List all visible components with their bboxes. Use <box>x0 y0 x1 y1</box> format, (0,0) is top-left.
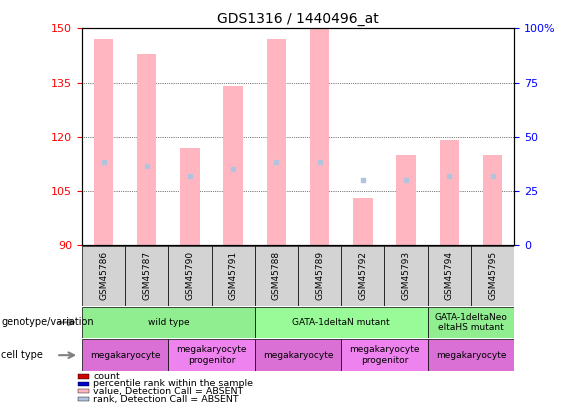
Bar <box>267 39 286 245</box>
Bar <box>428 307 514 338</box>
Bar <box>440 140 459 245</box>
Text: genotype/variation: genotype/variation <box>1 318 94 327</box>
Bar <box>78 374 89 379</box>
Bar <box>341 339 428 371</box>
Bar <box>483 155 502 245</box>
Text: GATA-1deltaN mutant: GATA-1deltaN mutant <box>293 318 390 327</box>
Bar <box>78 382 89 386</box>
Text: megakaryocyte: megakaryocyte <box>90 351 160 360</box>
Bar <box>94 39 113 245</box>
Text: value, Detection Call = ABSENT: value, Detection Call = ABSENT <box>93 387 244 396</box>
Bar <box>471 246 514 306</box>
Text: rank, Detection Call = ABSENT: rank, Detection Call = ABSENT <box>93 394 239 404</box>
Text: GSM45786: GSM45786 <box>99 251 108 301</box>
Bar <box>168 246 211 306</box>
Text: megakaryocyte
progenitor: megakaryocyte progenitor <box>176 345 247 365</box>
Text: megakaryocyte: megakaryocyte <box>436 351 506 360</box>
Text: cell type: cell type <box>1 350 43 360</box>
Text: wild type: wild type <box>147 318 189 327</box>
Bar <box>255 339 341 371</box>
Bar <box>255 246 298 306</box>
Bar <box>82 339 168 371</box>
Text: GATA-1deltaNeo
eltaHS mutant: GATA-1deltaNeo eltaHS mutant <box>434 313 507 332</box>
Bar <box>224 86 243 245</box>
Text: GSM45789: GSM45789 <box>315 251 324 301</box>
Title: GDS1316 / 1440496_at: GDS1316 / 1440496_at <box>217 12 379 26</box>
Bar <box>255 307 428 338</box>
Text: GSM45795: GSM45795 <box>488 251 497 301</box>
Text: GSM45793: GSM45793 <box>402 251 411 301</box>
Bar <box>211 246 255 306</box>
Bar <box>125 246 168 306</box>
Bar <box>82 307 255 338</box>
Bar <box>310 28 329 245</box>
Text: GSM45792: GSM45792 <box>358 252 367 300</box>
Bar <box>82 246 125 306</box>
Text: GSM45791: GSM45791 <box>229 251 238 301</box>
Bar <box>78 389 89 394</box>
Text: percentile rank within the sample: percentile rank within the sample <box>93 379 253 388</box>
Bar <box>168 339 255 371</box>
Text: GSM45787: GSM45787 <box>142 251 151 301</box>
Text: GSM45788: GSM45788 <box>272 251 281 301</box>
Bar <box>353 198 372 245</box>
Text: count: count <box>93 372 120 381</box>
Bar <box>137 53 157 245</box>
Text: megakaryocyte: megakaryocyte <box>263 351 333 360</box>
Bar <box>298 246 341 306</box>
Text: GSM45794: GSM45794 <box>445 252 454 300</box>
Bar <box>428 246 471 306</box>
Bar <box>341 246 384 306</box>
Bar <box>180 147 199 245</box>
Bar <box>397 155 416 245</box>
Bar <box>384 246 428 306</box>
Text: GSM45790: GSM45790 <box>185 251 194 301</box>
Bar <box>78 397 89 401</box>
Text: megakaryocyte
progenitor: megakaryocyte progenitor <box>349 345 420 365</box>
Bar <box>428 339 514 371</box>
